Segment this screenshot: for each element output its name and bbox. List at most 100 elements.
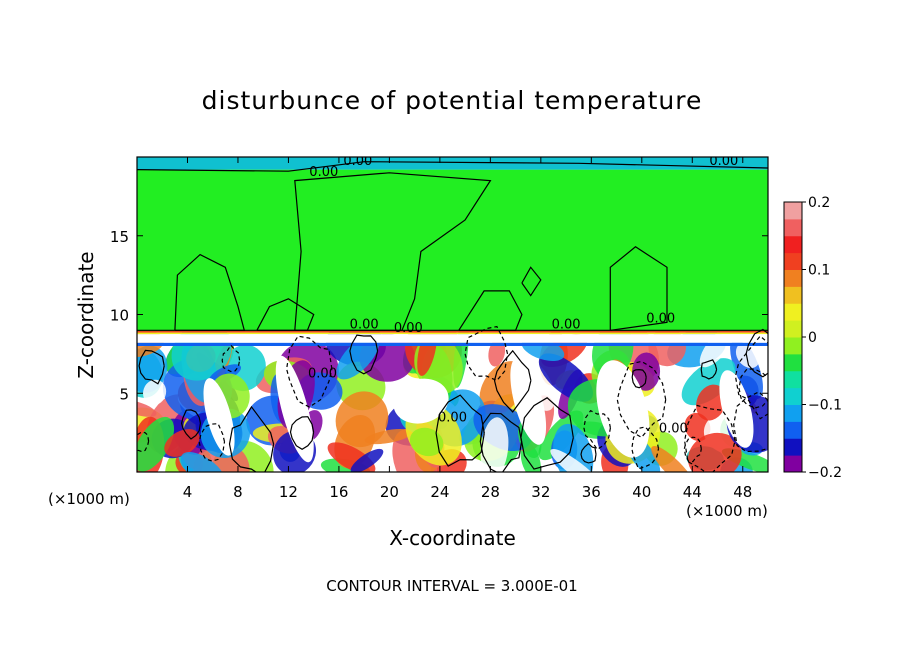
field-blob — [409, 427, 444, 457]
boundary-stripe — [137, 334, 768, 343]
contour-line — [479, 412, 523, 472]
x-tick-label: 40 — [632, 483, 651, 501]
colorbar-tick-label: 0.2 — [808, 195, 830, 211]
contour-line — [221, 344, 241, 373]
contour-line — [521, 266, 542, 297]
boundary-stripe — [137, 331, 768, 333]
contour-line — [464, 325, 509, 382]
field-blob — [193, 442, 250, 472]
contour-label: 0.00 — [308, 367, 337, 382]
field-blob — [164, 429, 200, 457]
contour-line — [609, 246, 668, 331]
contour-line — [137, 431, 150, 453]
contour-line — [580, 442, 597, 464]
field-blob — [681, 358, 736, 406]
contour-label: 0.00 — [343, 154, 372, 169]
x-tick-label: 44 — [683, 483, 702, 501]
contour-line — [493, 349, 532, 413]
y-tick-label: 10 — [110, 307, 129, 325]
contour-line — [198, 423, 226, 462]
contour-line — [180, 409, 201, 440]
contour-label: 0.00 — [438, 411, 467, 426]
colorbar-swatch — [784, 370, 802, 389]
colorbar-tick-label: −0.1 — [808, 398, 842, 414]
colorbar-swatch — [784, 353, 802, 372]
top-band — [137, 157, 768, 170]
contour-line — [683, 436, 702, 463]
contour-label: 0.00 — [709, 154, 738, 169]
contour-line — [683, 404, 736, 472]
field-blob — [687, 432, 742, 472]
x-unit-left: (×1000 m) — [48, 490, 130, 508]
field-blob — [137, 416, 175, 472]
colorbar-tick-label: 0.1 — [808, 263, 830, 279]
contour-label: 0.00 — [309, 165, 338, 180]
upper-layer — [137, 169, 768, 332]
contour-line — [733, 391, 768, 453]
x-tick-label: 4 — [183, 483, 193, 501]
contour-label: 0.00 — [646, 311, 675, 326]
x-tick-label: 28 — [481, 483, 500, 501]
plume — [719, 370, 754, 448]
x-tick-label: 20 — [380, 483, 399, 501]
x-tick-label: 48 — [733, 483, 752, 501]
field-blob — [180, 452, 226, 472]
plume — [275, 355, 314, 463]
contour-label: 0.00 — [394, 321, 423, 336]
colorbar-swatch — [784, 218, 802, 237]
contour-line — [583, 409, 611, 451]
field-blob — [350, 448, 384, 472]
y-tick-label: 15 — [110, 228, 129, 246]
colorbar-swatch — [784, 455, 802, 473]
colorbar-swatch — [784, 404, 802, 422]
plume — [203, 378, 235, 456]
colorbar-swatch — [784, 438, 802, 456]
colorbar-swatch — [784, 269, 802, 287]
chart-title: disturbunce of potential temperature — [201, 86, 703, 115]
contour-label: 0.00 — [350, 318, 379, 333]
contour-line — [228, 405, 275, 472]
boundary-stripe — [137, 332, 768, 335]
colorbar-swatch — [784, 387, 802, 405]
x-tick-label: 8 — [233, 483, 243, 501]
contour-interval: CONTOUR INTERVAL = 3.000E-01 — [326, 577, 578, 595]
colorbar-swatch — [784, 235, 802, 254]
field-blob — [696, 384, 727, 421]
colorbar-swatch — [784, 337, 802, 355]
colorbar-swatch — [784, 252, 802, 270]
boundary-stripe — [137, 342, 768, 346]
x-tick-label: 16 — [329, 483, 348, 501]
x-axis-label: X-coordinate — [389, 526, 516, 550]
contour-line — [137, 161, 768, 172]
colorbar-swatch — [784, 202, 802, 220]
x-tick-label: 32 — [531, 483, 550, 501]
contour-line — [745, 328, 768, 378]
x-tick-label: 36 — [582, 483, 601, 501]
field-blob — [684, 412, 711, 442]
colorbar-swatch — [784, 286, 802, 304]
contour-line — [435, 394, 485, 467]
contour-line — [616, 360, 667, 439]
colorbar-swatch — [784, 421, 802, 439]
plume — [393, 378, 449, 424]
colorbar-swatch — [784, 303, 802, 321]
contour-line — [631, 426, 660, 470]
contour-line — [285, 335, 333, 408]
x-tick-label: 24 — [430, 483, 449, 501]
contour-label: 0.00 — [552, 318, 581, 333]
x-unit-right: (×1000 m) — [686, 502, 768, 520]
field-blob — [143, 379, 167, 406]
contour-line — [138, 349, 165, 385]
contour-label: 0.00 — [659, 422, 688, 437]
contour-line — [294, 172, 492, 331]
colorbar-tick-label: 0 — [808, 330, 817, 346]
x-tick-label: 12 — [279, 483, 298, 501]
field-blob — [735, 342, 760, 369]
plume — [510, 357, 547, 445]
contour-line — [700, 359, 718, 380]
y-axis-label: Z-coordinate — [74, 251, 98, 379]
colorbar-swatch — [784, 320, 802, 338]
field-blob — [335, 391, 389, 448]
